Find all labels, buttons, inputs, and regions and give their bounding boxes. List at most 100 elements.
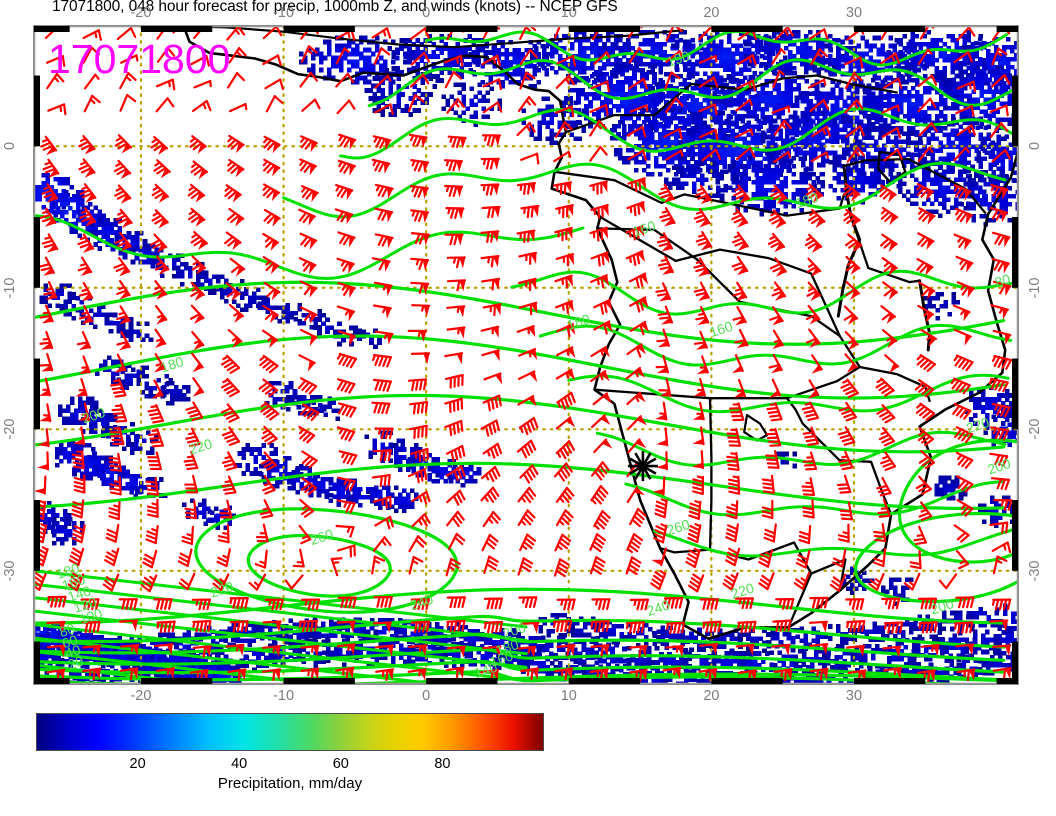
wind-barb [226,207,245,227]
contour-label-12: 220 [729,579,756,602]
wind-barb [446,279,467,292]
wind-barb [83,73,100,90]
wind-barb [224,231,242,251]
wind-barb [553,26,567,39]
wind-barb [155,97,175,113]
wind-barb [338,450,358,466]
wind-barb [920,643,940,657]
wind-barb [481,349,500,362]
wind-barb [336,305,356,322]
wind-barb [39,304,54,324]
wind-barb [916,354,937,373]
wind-barb [408,535,427,553]
wind-barb [261,329,279,348]
wind-barb [108,501,121,521]
wind-barb [82,29,103,41]
wind-barb [915,402,936,421]
precip-itcz-29 [521,96,586,146]
wind-barb [726,428,741,447]
wind-barb [695,306,710,326]
wind-barb [335,184,354,201]
wind-barb [263,282,281,301]
contour-sw-packed-0 [34,569,528,629]
wind-barb [771,105,791,114]
colorbar-tick-20: 20 [129,756,146,772]
wind-barb [868,572,885,591]
wind-barb [656,328,671,348]
wind-barb [71,450,85,470]
wind-barb [228,304,245,324]
wind-barb [220,377,240,398]
wind-barb [625,556,642,576]
wind-barb [227,71,245,89]
contour-label-7: 180 [493,636,520,659]
wind-barb [154,643,174,656]
wind-barb [185,427,201,447]
frame-tick-bottom [426,678,498,684]
wind-barb [909,550,922,570]
wind-barb [590,203,609,219]
wind-barb [373,304,392,319]
wind-barb [553,558,570,578]
wind-barb [805,183,824,203]
wind-barb [224,184,242,203]
wind-barb [657,305,674,325]
wind-barb [262,232,280,251]
wind-barb [227,158,245,178]
wind-barb [554,533,572,552]
wind-barb [991,148,1011,163]
wind-barb [955,451,974,469]
y-tick-right--20: -20 [1027,418,1043,440]
contour-label-layer: 1802002202402602202001801601402602402202… [54,47,1013,681]
wind-barb [299,158,317,176]
wind-barb [989,206,1009,223]
wind-barb [699,128,719,141]
wind-barb [300,306,318,324]
wind-barb [336,257,355,274]
wind-barb [77,233,95,253]
wind-barb [992,667,1012,680]
wind-barb [953,524,970,543]
wind-barb [802,451,818,471]
wind-barb [264,598,284,611]
contour-h-260-inner [246,533,392,598]
wind-barb [773,150,792,163]
wind-barb [178,572,196,591]
wind-barb [337,330,356,346]
wind-barb [881,104,900,114]
wind-barb [990,183,1009,200]
contour-sw-packed-4 [34,623,528,683]
wind-barb [228,47,247,64]
wind-barb [556,54,577,67]
wind-barb [39,207,57,227]
wind-barb [226,26,246,41]
wind-barb [337,544,356,558]
wind-barb [300,644,320,658]
wind-barb [227,668,247,682]
wind-barb [626,533,643,554]
wind-barb [809,667,829,681]
wind-barb [663,127,683,140]
wind-barb [761,499,774,519]
wind-barb [773,668,793,681]
wind-barb [989,619,1009,632]
wind-barb [520,667,540,681]
map-panel[interactable]: 180 200 220 240 260 220 200 180 160 140 260 240 220 2… [33,25,1019,685]
wind-barb [771,281,787,301]
x-tick-bottom-0: 0 [422,688,431,704]
wind-barb [650,569,667,591]
wind-barb [299,498,315,518]
wind-barb [829,573,847,592]
wind-barb [116,305,131,325]
wind-barb [447,532,466,551]
wind-barb [46,55,66,67]
wind-barb [735,146,756,161]
wind-barb [34,475,47,495]
contour-h-240-n [34,461,1006,511]
wind-barb [43,281,58,301]
wind-barb [225,643,245,656]
wind-barb [109,476,122,496]
wind-barb [336,620,356,633]
wind-barb [590,80,610,93]
wind-barb [39,403,52,423]
